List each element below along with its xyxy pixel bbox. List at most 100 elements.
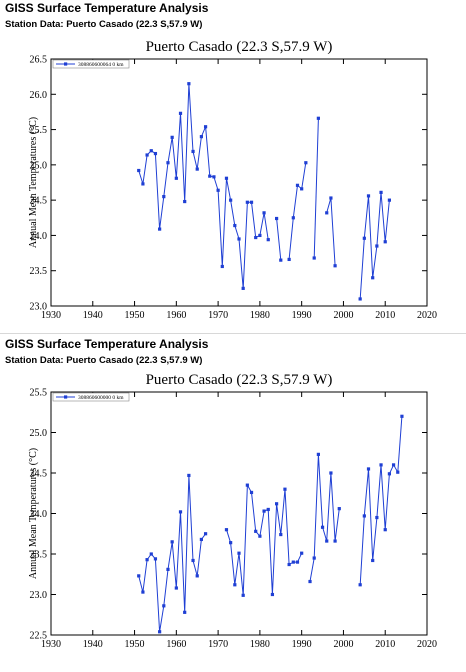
data-point (212, 175, 216, 179)
data-point (203, 532, 208, 536)
data-point (187, 82, 191, 86)
data-point (270, 592, 275, 597)
data-point (262, 211, 266, 215)
data-point (312, 256, 316, 260)
y-tick-label: 23.5 (30, 266, 48, 277)
data-point (329, 471, 333, 475)
data-point (195, 167, 199, 171)
y-tick-label: 26.0 (30, 90, 48, 101)
y-tick-label: 22.5 (30, 631, 48, 642)
y-tick-label: 25.5 (30, 388, 48, 399)
x-tick-label: 1930 (41, 310, 61, 321)
data-point (254, 235, 258, 240)
legend-box (52, 392, 130, 402)
data-point (237, 551, 241, 555)
x-tick-label: 1990 (292, 310, 312, 321)
temperature-chart-1: Puerto Casado (22.3 S,57.9 W) 1930 1940 195… (28, 39, 437, 321)
x-tick-label: 1990 (292, 639, 312, 650)
data-point (141, 590, 145, 594)
data-point (237, 237, 241, 241)
data-point (241, 593, 245, 597)
series-line-segment (359, 416, 403, 585)
series-line-segment (138, 83, 269, 289)
data-point (254, 529, 258, 533)
data-point (203, 125, 208, 129)
data-point (358, 583, 362, 587)
page-header-title: GISS Surface Temperature Analysis (5, 337, 209, 351)
data-point (249, 490, 254, 495)
data-point (379, 463, 383, 467)
data-point (224, 528, 229, 532)
legend-label: 308860600064 0 km (78, 62, 124, 68)
data-point (312, 556, 316, 560)
series-line-segment (313, 118, 319, 259)
data-point (295, 560, 300, 564)
data-point (166, 161, 170, 165)
data-point (158, 630, 162, 634)
x-tick-label: 1960 (166, 639, 186, 650)
data-point (199, 135, 203, 139)
x-tick-label: 2000 (333, 310, 353, 321)
data-point (291, 216, 295, 220)
data-point (245, 200, 249, 204)
data-point (287, 562, 291, 567)
temperature-chart-2: Puerto Casado (22.3 S,57.9 W) 1930 1940 195… (28, 372, 437, 650)
y-tick-label: 24.0 (30, 231, 48, 242)
legend-label: 308860600000 0 km (78, 395, 124, 401)
data-point (145, 153, 149, 157)
y-tick-label: 25.0 (30, 160, 48, 171)
data-point (275, 216, 279, 221)
series-line-segment (359, 192, 390, 299)
data-point (229, 541, 233, 545)
data-point (158, 227, 162, 231)
data-point (183, 199, 187, 204)
data-point (266, 507, 270, 512)
x-tick-label: 1940 (83, 639, 103, 650)
data-point (262, 509, 266, 513)
data-point (258, 534, 262, 538)
legend-box (52, 59, 130, 69)
data-point (191, 558, 195, 563)
data-point (229, 198, 233, 202)
x-tick-label: 2010 (375, 639, 395, 650)
data-point (279, 258, 283, 262)
data-point (316, 452, 320, 456)
data-point (245, 483, 249, 487)
data-point (170, 135, 174, 139)
data-point (304, 161, 308, 165)
x-tick-label: 1930 (41, 639, 61, 650)
data-point (220, 264, 224, 269)
x-tick-label: 1960 (166, 310, 186, 321)
data-point (162, 195, 166, 199)
data-point (383, 528, 387, 532)
data-point (320, 525, 325, 529)
data-point (137, 168, 141, 173)
data-point (183, 610, 187, 614)
legend-marker (64, 395, 68, 399)
data-point (208, 174, 212, 178)
data-point (174, 176, 178, 180)
data-point (291, 560, 295, 564)
y-tick-label: 24.0 (30, 509, 48, 520)
series-line-segment (288, 162, 307, 260)
data-point (149, 552, 153, 556)
data-point (325, 539, 329, 543)
data-point (266, 238, 270, 242)
series-line-segment (226, 483, 303, 596)
data-point (249, 200, 254, 204)
y-tick-label: 23.0 (30, 590, 48, 601)
panel-divider (0, 333, 466, 334)
data-point (366, 467, 371, 471)
data-point (178, 111, 183, 115)
data-point (362, 514, 366, 518)
legend-marker (64, 62, 68, 66)
data-point (316, 116, 320, 120)
data-point (241, 286, 245, 290)
data-point (216, 188, 220, 192)
series-line-segment (276, 218, 282, 261)
y-tick-label: 23.5 (30, 550, 48, 561)
data-point (153, 151, 158, 156)
x-tick-label: 2000 (333, 639, 353, 650)
data-point (387, 198, 391, 202)
y-tick-label: 24.5 (30, 469, 48, 480)
